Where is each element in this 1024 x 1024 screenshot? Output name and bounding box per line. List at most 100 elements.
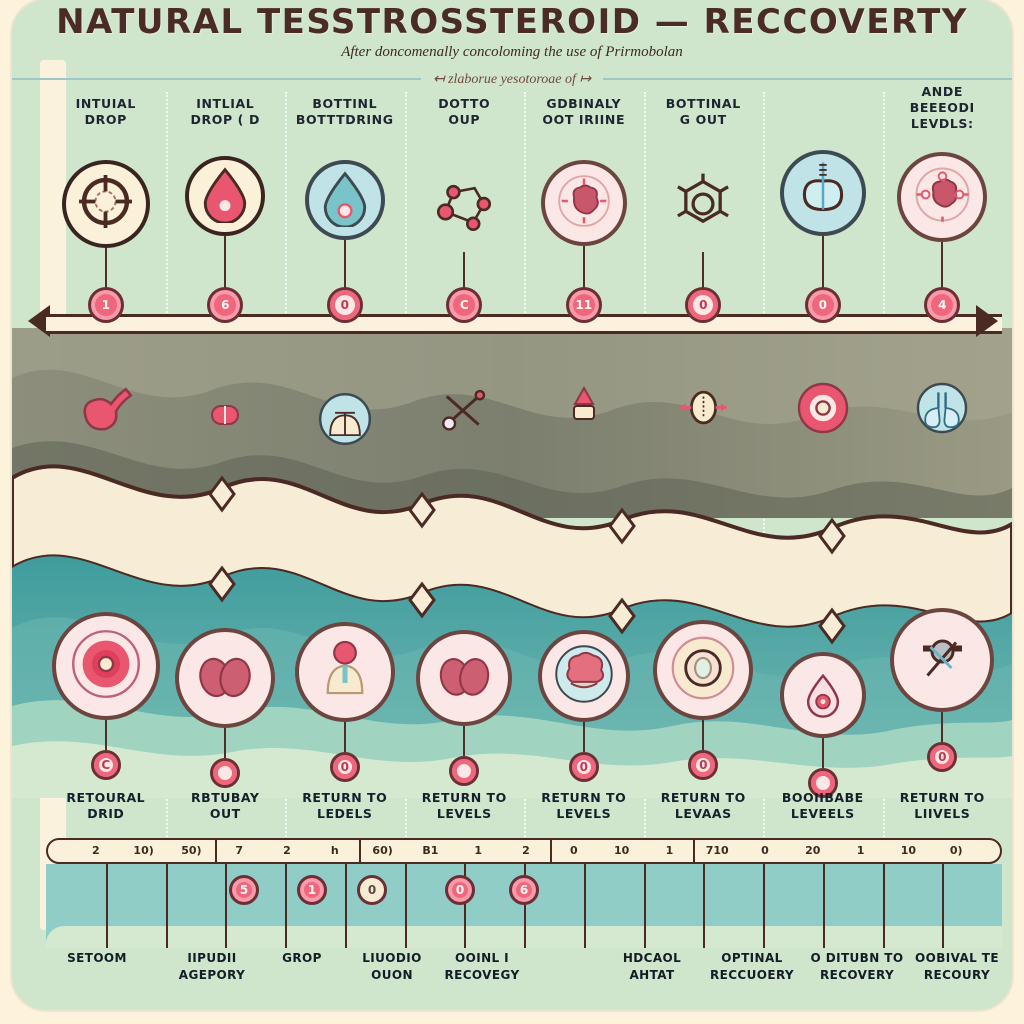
bottom-caption-6: HDCAOL AHTAT: [592, 950, 712, 984]
lower-step-dot-7[interactable]: 0: [927, 742, 958, 772]
syringe-cross-icon: [435, 381, 494, 445]
top-label-1: INTLIAL DROP ( D: [166, 96, 286, 128]
timeline-dot-3[interactable]: 0: [445, 875, 475, 905]
top-label-5: BOTTINAL G OUT: [644, 96, 764, 128]
lower-step-dot-2[interactable]: 0: [329, 752, 360, 782]
timeline-dot-4[interactable]: 6: [509, 875, 539, 905]
timeline-dot-1[interactable]: 1: [297, 875, 327, 905]
brain-level-target-icon-badge[interactable]: [897, 152, 988, 242]
mid-label-0: RETOURAL DRID: [46, 790, 166, 822]
brain-level-target-icon: [910, 162, 975, 232]
top-step-dot-7[interactable]: 4: [924, 287, 961, 323]
syringe-cross-icon-badge[interactable]: [423, 372, 505, 454]
testes-icon-badge[interactable]: [416, 630, 513, 726]
connector-stem: [104, 248, 107, 300]
connector-stem: [582, 246, 585, 300]
lower-step-dot-6[interactable]: [807, 768, 838, 798]
bottom-caption-line: IIPUDII: [187, 951, 237, 965]
mid-label-2: RETURN TO LEDELS: [285, 790, 405, 822]
teal-drop-icon: [316, 169, 374, 232]
pill-icon-badge[interactable]: [190, 382, 260, 452]
drop-in-circle-icon-badge[interactable]: [779, 652, 866, 738]
blood-drop-icon-badge[interactable]: [185, 156, 266, 236]
ruler-number-17: 10: [900, 844, 917, 857]
torso-scan-icon-badge[interactable]: [302, 378, 388, 464]
top-label-line: GDBINALY: [546, 96, 622, 111]
connector-stem: [941, 712, 944, 742]
ruler-number-4: 2: [283, 844, 291, 857]
mid-label-line: LEVAAS: [674, 806, 732, 821]
body-silhouette-icon-badge[interactable]: [294, 622, 395, 722]
teal-drop-icon-badge[interactable]: [304, 160, 385, 240]
top-step-dot-4[interactable]: 11: [565, 287, 602, 323]
bottom-caption-line: OOBIVAL TE: [915, 951, 999, 965]
timeline-gridline: [643, 864, 646, 948]
scale-icon-badge[interactable]: [549, 372, 619, 442]
ruler-major-tick: [693, 840, 696, 866]
pill-icon: [200, 390, 250, 445]
lower-step-dot-1[interactable]: [210, 758, 241, 788]
top-step-dot-6[interactable]: 0: [804, 287, 841, 323]
lower-step-dot-4[interactable]: 0: [568, 752, 599, 782]
timeline-dot-0[interactable]: 5: [229, 875, 259, 905]
expand-arrows-icon-badge[interactable]: [665, 372, 741, 448]
ruler-number-13: 710: [705, 844, 729, 857]
bottom-caption-3: LIUODIO OUON: [332, 950, 452, 984]
molecule-icon-badge[interactable]: [418, 160, 510, 252]
ruler-number-15: 20: [805, 844, 821, 857]
measurement-ruler[interactable]: 2 10) 50) 7 2 h 60) B1 1 2 0 10 1 710 0 20 1 10 0): [46, 838, 1002, 866]
bottom-caption-line: RECCUOERY: [709, 968, 795, 982]
top-step-dot-5[interactable]: 0: [685, 287, 722, 323]
ruler-number-5: h: [330, 844, 339, 857]
ruler-major-tick: [549, 840, 552, 866]
brain-target-icon-badge[interactable]: [540, 160, 627, 246]
connector-stem: [224, 728, 227, 758]
cell-icon-badge[interactable]: [653, 620, 754, 720]
top-step-dot-2[interactable]: 0: [326, 287, 363, 323]
expand-arrows-icon: [676, 380, 731, 440]
bottom-caption-line: O DITUBN TO: [810, 951, 904, 965]
bullseye-icon-badge[interactable]: [51, 612, 160, 720]
top-label-line: BOTTINAL: [665, 96, 741, 111]
syringe-vial-icon-badge[interactable]: [779, 150, 866, 236]
timeline-dot-2[interactable]: 0: [357, 875, 387, 905]
top-step-dot-3[interactable]: C: [446, 287, 483, 323]
testes-icon-badge[interactable]: [175, 628, 276, 728]
ring-target-icon-badge[interactable]: [781, 368, 865, 452]
axis-arrow-left-icon: [28, 305, 50, 337]
target-icon: [74, 170, 137, 238]
brain-icon-badge[interactable]: [537, 630, 630, 722]
syringe-circle-icon-badge[interactable]: [890, 608, 995, 712]
lungs-icon: [912, 378, 972, 443]
connector-stem: [104, 720, 107, 750]
bottom-caption-line: LIUODIO: [362, 951, 422, 965]
top-label-line: ANDE: [921, 84, 963, 99]
timeline-gridline: [942, 864, 945, 948]
top-step-dot-0[interactable]: 1: [87, 287, 124, 323]
timeline-gridline: [583, 864, 586, 948]
syringe-vial-icon: [792, 160, 854, 227]
top-label-4: GDBINALY OOT IRIINE: [524, 96, 644, 128]
mid-label-line: DRID: [87, 806, 125, 821]
lower-step-dot-0[interactable]: C: [90, 750, 121, 780]
ruler-number-9: 2: [522, 844, 530, 857]
lungs-icon-badge[interactable]: [900, 368, 984, 452]
testes-icon: [189, 640, 261, 717]
ruler-number-3: 7: [235, 844, 244, 857]
ruler-number-10: 0: [569, 844, 578, 857]
timeline-gridline: [344, 864, 347, 948]
hexagon-molecule-icon-badge[interactable]: [657, 160, 749, 252]
target-icon-badge[interactable]: [61, 160, 150, 248]
mid-label-line: LEVELS: [556, 806, 612, 821]
lower-step-dot-3[interactable]: [449, 756, 480, 786]
ruler-major-tick: [215, 840, 218, 866]
bottom-caption-line: RECOVEGY: [444, 968, 520, 982]
mid-label-line: RETURN TO: [899, 790, 985, 805]
header: NATURAL TESSTROSSTEROID — RECCOVERTY Aft…: [12, 0, 1012, 92]
mid-label-row: RETOURAL DRID RBTUBAY OUT RETURN TO LEDELS RET…: [12, 790, 1012, 836]
muscle-arm-icon-badge[interactable]: [63, 368, 149, 454]
top-label-7: ANDE BEEEODI LEVDLS:: [883, 84, 1003, 132]
top-step-dot-1[interactable]: 6: [207, 287, 244, 323]
top-label-line: BOTTTDRING: [295, 112, 394, 127]
lower-step-dot-5[interactable]: 0: [688, 750, 719, 780]
